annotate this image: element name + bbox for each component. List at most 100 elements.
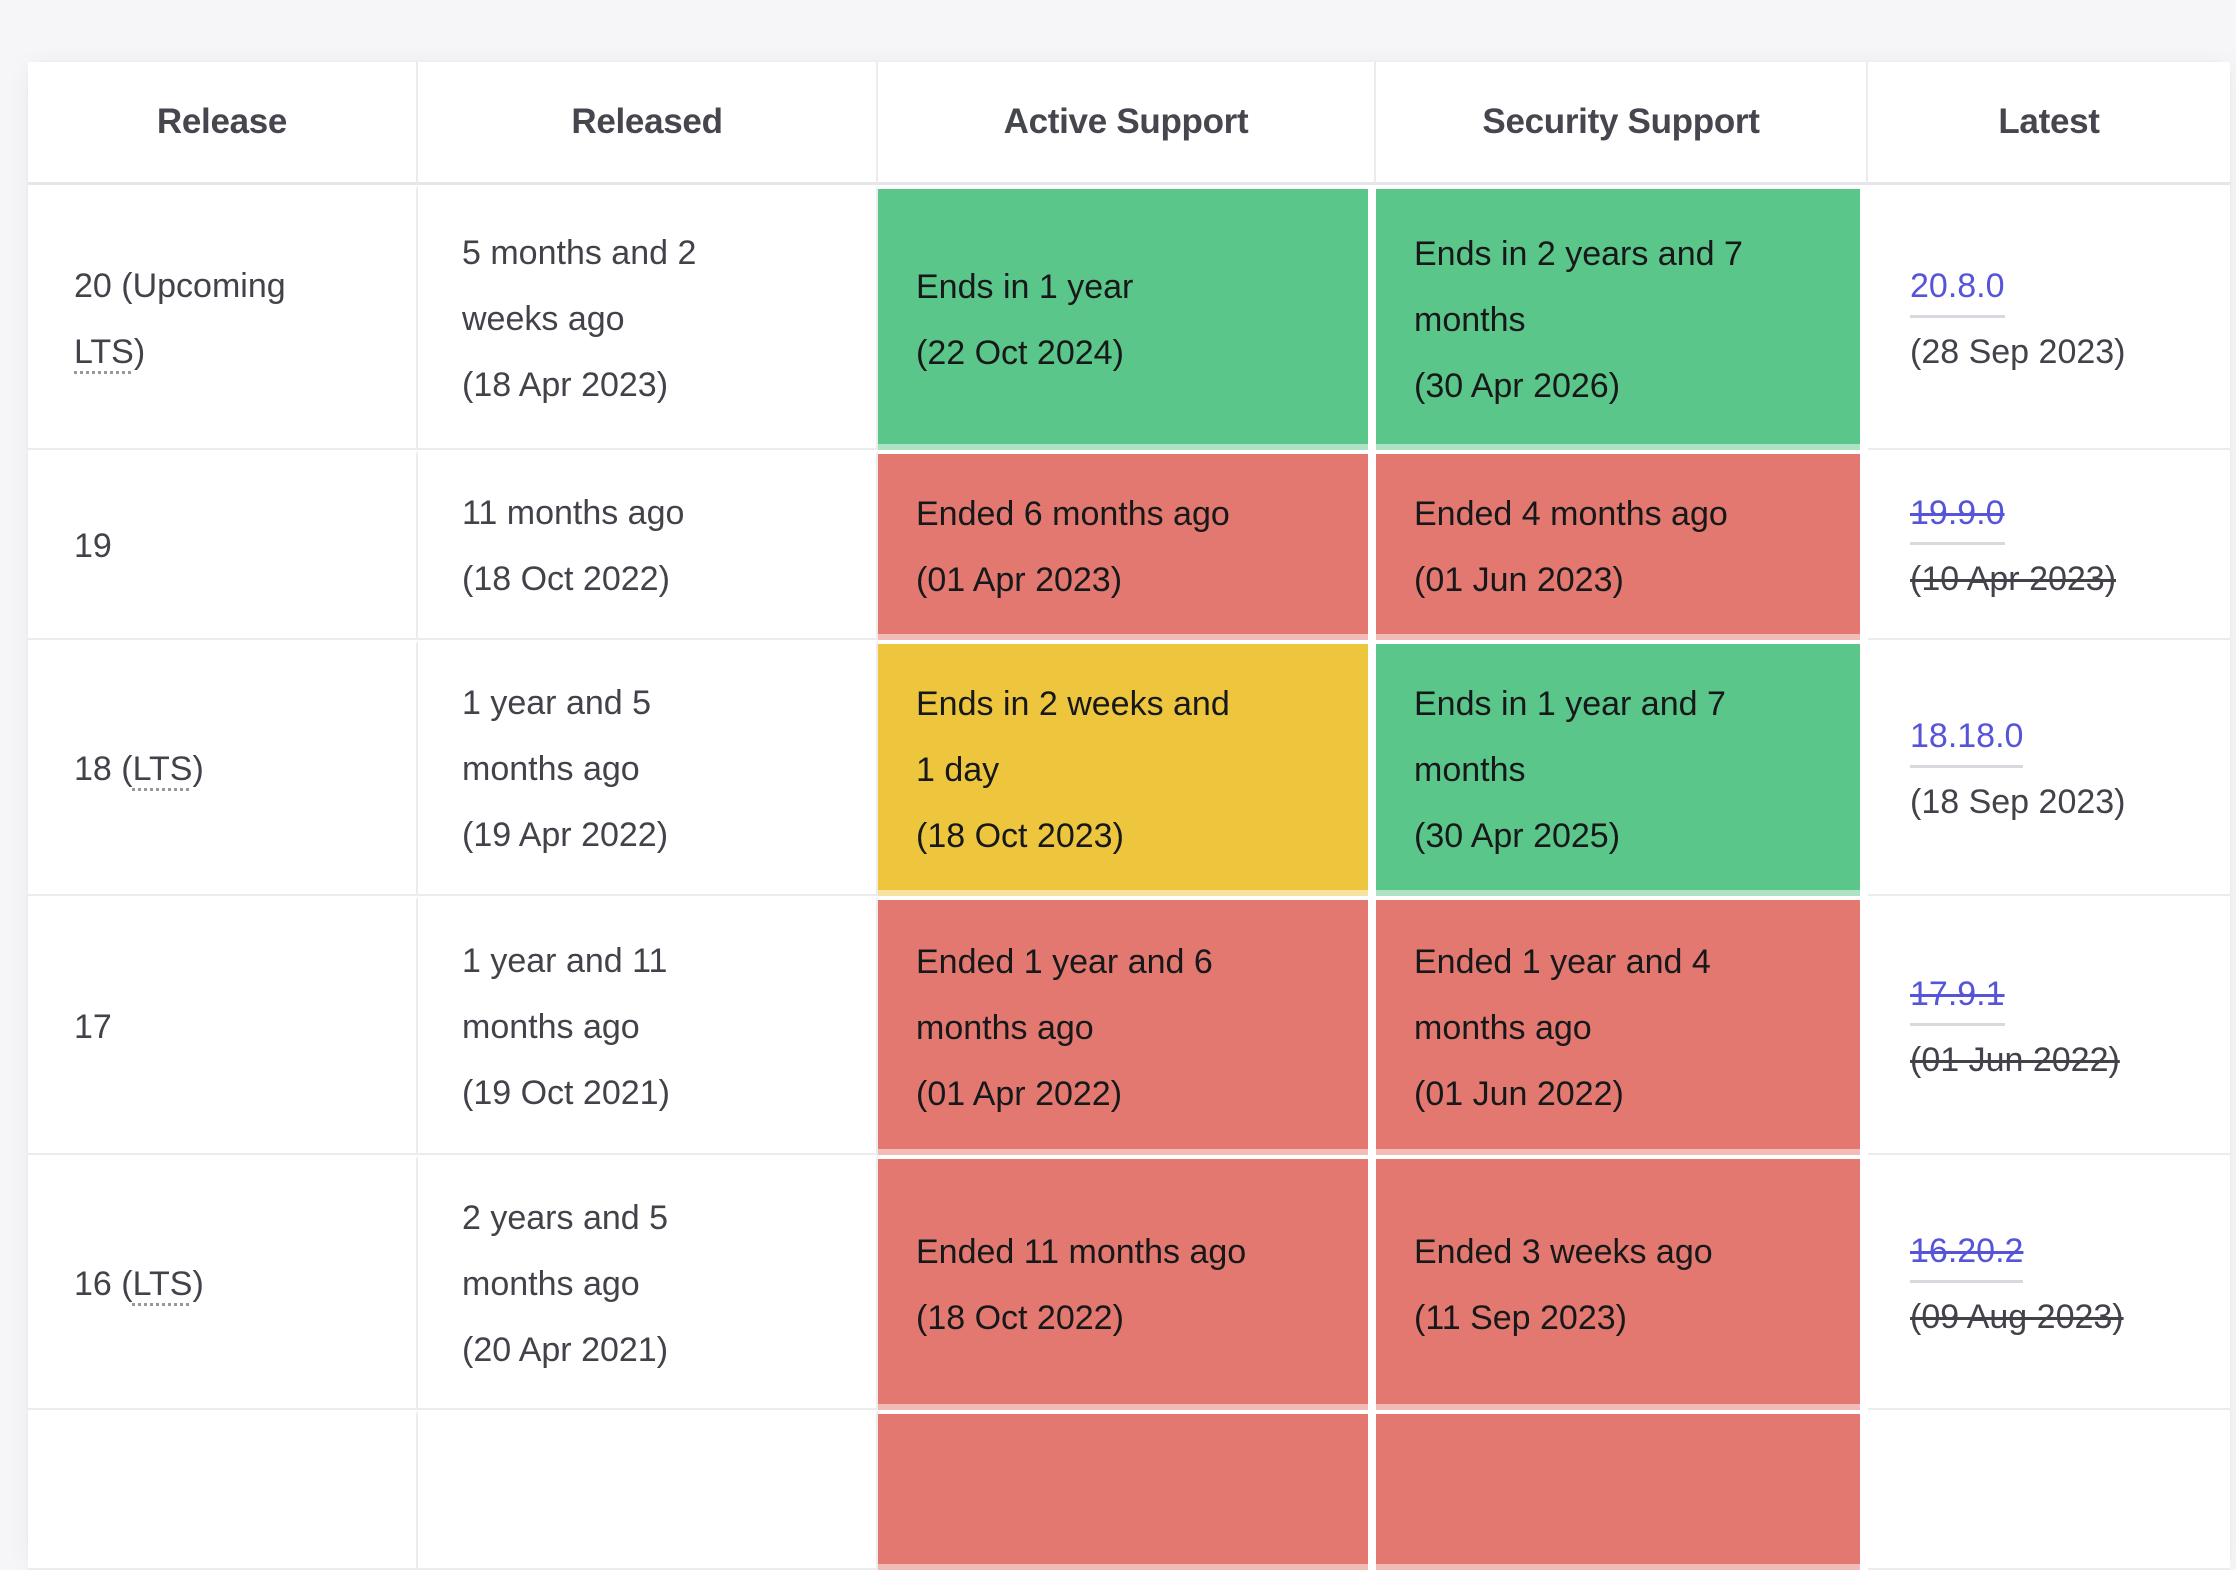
security-support-text: Ends in 2 years and 7 months xyxy=(1414,234,1743,339)
security-support-cell: Ended 3 weeks ago (11 Sep 2023) xyxy=(1376,1155,1868,1410)
released-cell: 11 months ago (18 Oct 2022) xyxy=(418,450,878,640)
release-text-suffix: ) xyxy=(192,750,204,788)
latest-date: (01 Jun 2022) xyxy=(1910,1040,2120,1079)
latest-version-link[interactable]: 18.18.0 xyxy=(1910,707,2024,768)
active-support-cell: Ended 6 months ago (01 Apr 2023) xyxy=(878,450,1376,640)
header-row: Release Released Active Support Security… xyxy=(28,62,2230,185)
release-cell: 18 (LTS) xyxy=(28,640,418,896)
security-support-text: Ended 4 months ago xyxy=(1414,495,1728,533)
latest-date: (09 Aug 2023) xyxy=(1910,1297,2124,1336)
latest-date: (10 Apr 2023) xyxy=(1910,560,2117,598)
released-date: (18 Oct 2022) xyxy=(462,560,670,598)
release-cell: 20 (Upcoming LTS) xyxy=(28,185,418,450)
active-support-text: Ended 11 months ago xyxy=(916,1232,1247,1271)
active-support-cell: Ends in 1 year (22 Oct 2024) xyxy=(878,185,1376,450)
release-support-table: Release Released Active Support Security… xyxy=(28,62,2230,1570)
active-support-text: Ended 1 year and 6 months ago xyxy=(916,942,1213,1047)
release-text: 16 ( xyxy=(74,1264,133,1303)
latest-cell xyxy=(1868,1410,2230,1570)
security-support-cell: Ended 1 year and 4 months ago (01 Jun 202… xyxy=(1376,896,1868,1155)
table-header: Release Released Active Support Security… xyxy=(28,62,2230,185)
table-row xyxy=(28,1410,2230,1570)
release-text: 18 ( xyxy=(74,750,133,788)
security-support-date: (11 Sep 2023) xyxy=(1414,1298,1627,1337)
active-support-text: Ends in 1 year xyxy=(916,267,1134,306)
latest-version-link[interactable]: 20.8.0 xyxy=(1910,257,2005,318)
security-support-date: (01 Jun 2023) xyxy=(1414,561,1624,599)
table-body: 20 (Upcoming LTS) 5 months and 2 weeks a… xyxy=(28,185,2230,1570)
lts-abbr: LTS xyxy=(132,750,193,788)
column-header-released: Released xyxy=(418,62,878,185)
security-support-cell xyxy=(1376,1410,1868,1570)
latest-date: (28 Sep 2023) xyxy=(1910,332,2126,371)
security-support-text: Ended 1 year and 4 months ago xyxy=(1414,942,1711,1047)
released-duration: 2 years and 5 months ago xyxy=(462,1198,669,1303)
latest-cell: 20.8.0 (28 Sep 2023) xyxy=(1868,185,2230,450)
released-duration: 1 year and 11 months ago xyxy=(462,941,668,1046)
security-support-text: Ends in 1 year and 7 months xyxy=(1414,685,1726,789)
latest-cell: 16.20.2 (09 Aug 2023) xyxy=(1868,1155,2230,1410)
latest-cell: 19.9.0 (10 Apr 2023) xyxy=(1868,450,2230,640)
released-date: (20 Apr 2021) xyxy=(462,1330,669,1369)
security-support-cell: Ends in 2 years and 7 months (30 Apr 2026… xyxy=(1376,185,1868,450)
release-text: 20 (Upcoming xyxy=(74,266,286,305)
table-row: 17 1 year and 11 months ago (19 Oct 2021)… xyxy=(28,896,2230,1155)
table-row: 16 (LTS) 2 years and 5 months ago (20 Apr… xyxy=(28,1155,2230,1410)
security-support-cell: Ended 4 months ago (01 Jun 2023) xyxy=(1376,450,1868,640)
table-row: 18 (LTS) 1 year and 5 months ago (19 Apr … xyxy=(28,640,2230,896)
released-date: (19 Apr 2022) xyxy=(462,816,669,854)
release-text-suffix: ) xyxy=(133,332,146,371)
active-support-text: Ended 6 months ago xyxy=(916,495,1230,533)
security-support-date: (01 Jun 2022) xyxy=(1414,1074,1624,1113)
column-header-active-support: Active Support xyxy=(878,62,1376,185)
latest-version-link[interactable]: 16.20.2 xyxy=(1910,1222,2024,1283)
latest-version-link[interactable]: 17.9.1 xyxy=(1910,965,2005,1026)
release-label: 18 (LTS) xyxy=(74,736,388,802)
column-header-security-support: Security Support xyxy=(1376,62,1868,185)
release-cell xyxy=(28,1410,418,1570)
released-cell: 1 year and 11 months ago (19 Oct 2021) xyxy=(418,896,878,1155)
active-support-date: (01 Apr 2022) xyxy=(916,1074,1123,1113)
released-date: (19 Oct 2021) xyxy=(462,1073,670,1112)
security-support-date: (30 Apr 2025) xyxy=(1414,817,1621,855)
active-support-cell xyxy=(878,1410,1376,1570)
column-header-release: Release xyxy=(28,62,418,185)
release-cell: 17 xyxy=(28,896,418,1155)
latest-version-link[interactable]: 19.9.0 xyxy=(1910,484,2005,545)
release-cell: 16 (LTS) xyxy=(28,1155,418,1410)
latest-date: (18 Sep 2023) xyxy=(1910,783,2126,821)
released-cell: 5 months and 2 weeks ago (18 Apr 2023) xyxy=(418,185,878,450)
release-label: 19 xyxy=(74,513,388,579)
release-label: 17 xyxy=(74,994,388,1060)
released-duration: 11 months ago xyxy=(462,494,685,532)
release-text: 17 xyxy=(74,1007,112,1046)
release-text-suffix: ) xyxy=(192,1264,204,1303)
release-label: 16 (LTS) xyxy=(74,1251,388,1317)
lts-abbr: LTS xyxy=(132,1264,193,1303)
active-support-cell: Ended 11 months ago (18 Oct 2022) xyxy=(878,1155,1376,1410)
active-support-cell: Ends in 2 weeks and 1 day (18 Oct 2023) xyxy=(878,640,1376,896)
released-duration: 5 months and 2 weeks ago xyxy=(462,233,697,338)
latest-cell: 17.9.1 (01 Jun 2022) xyxy=(1868,896,2230,1155)
released-cell xyxy=(418,1410,878,1570)
release-label: 20 (Upcoming LTS) xyxy=(74,253,388,385)
table-row: 20 (Upcoming LTS) 5 months and 2 weeks a… xyxy=(28,185,2230,450)
active-support-cell: Ended 1 year and 6 months ago (01 Apr 202… xyxy=(878,896,1376,1155)
active-support-date: (22 Oct 2024) xyxy=(916,333,1124,372)
security-support-cell: Ends in 1 year and 7 months (30 Apr 2025) xyxy=(1376,640,1868,896)
security-support-text: Ended 3 weeks ago xyxy=(1414,1232,1713,1271)
column-header-latest: Latest xyxy=(1868,62,2230,185)
table-row: 19 11 months ago (18 Oct 2022) Ended 6 mo… xyxy=(28,450,2230,640)
released-cell: 2 years and 5 months ago (20 Apr 2021) xyxy=(418,1155,878,1410)
table-card: Release Released Active Support Security… xyxy=(28,62,2230,1570)
released-cell: 1 year and 5 months ago (19 Apr 2022) xyxy=(418,640,878,896)
lts-abbr: LTS xyxy=(74,332,134,371)
security-support-date: (30 Apr 2026) xyxy=(1414,366,1621,405)
released-duration: 1 year and 5 months ago xyxy=(462,684,652,788)
release-cell: 19 xyxy=(28,450,418,640)
released-date: (18 Apr 2023) xyxy=(462,365,669,404)
active-support-text: Ends in 2 weeks and 1 day xyxy=(916,685,1230,789)
active-support-date: (18 Oct 2023) xyxy=(916,817,1124,855)
latest-cell: 18.18.0 (18 Sep 2023) xyxy=(1868,640,2230,896)
release-text: 19 xyxy=(74,527,112,565)
